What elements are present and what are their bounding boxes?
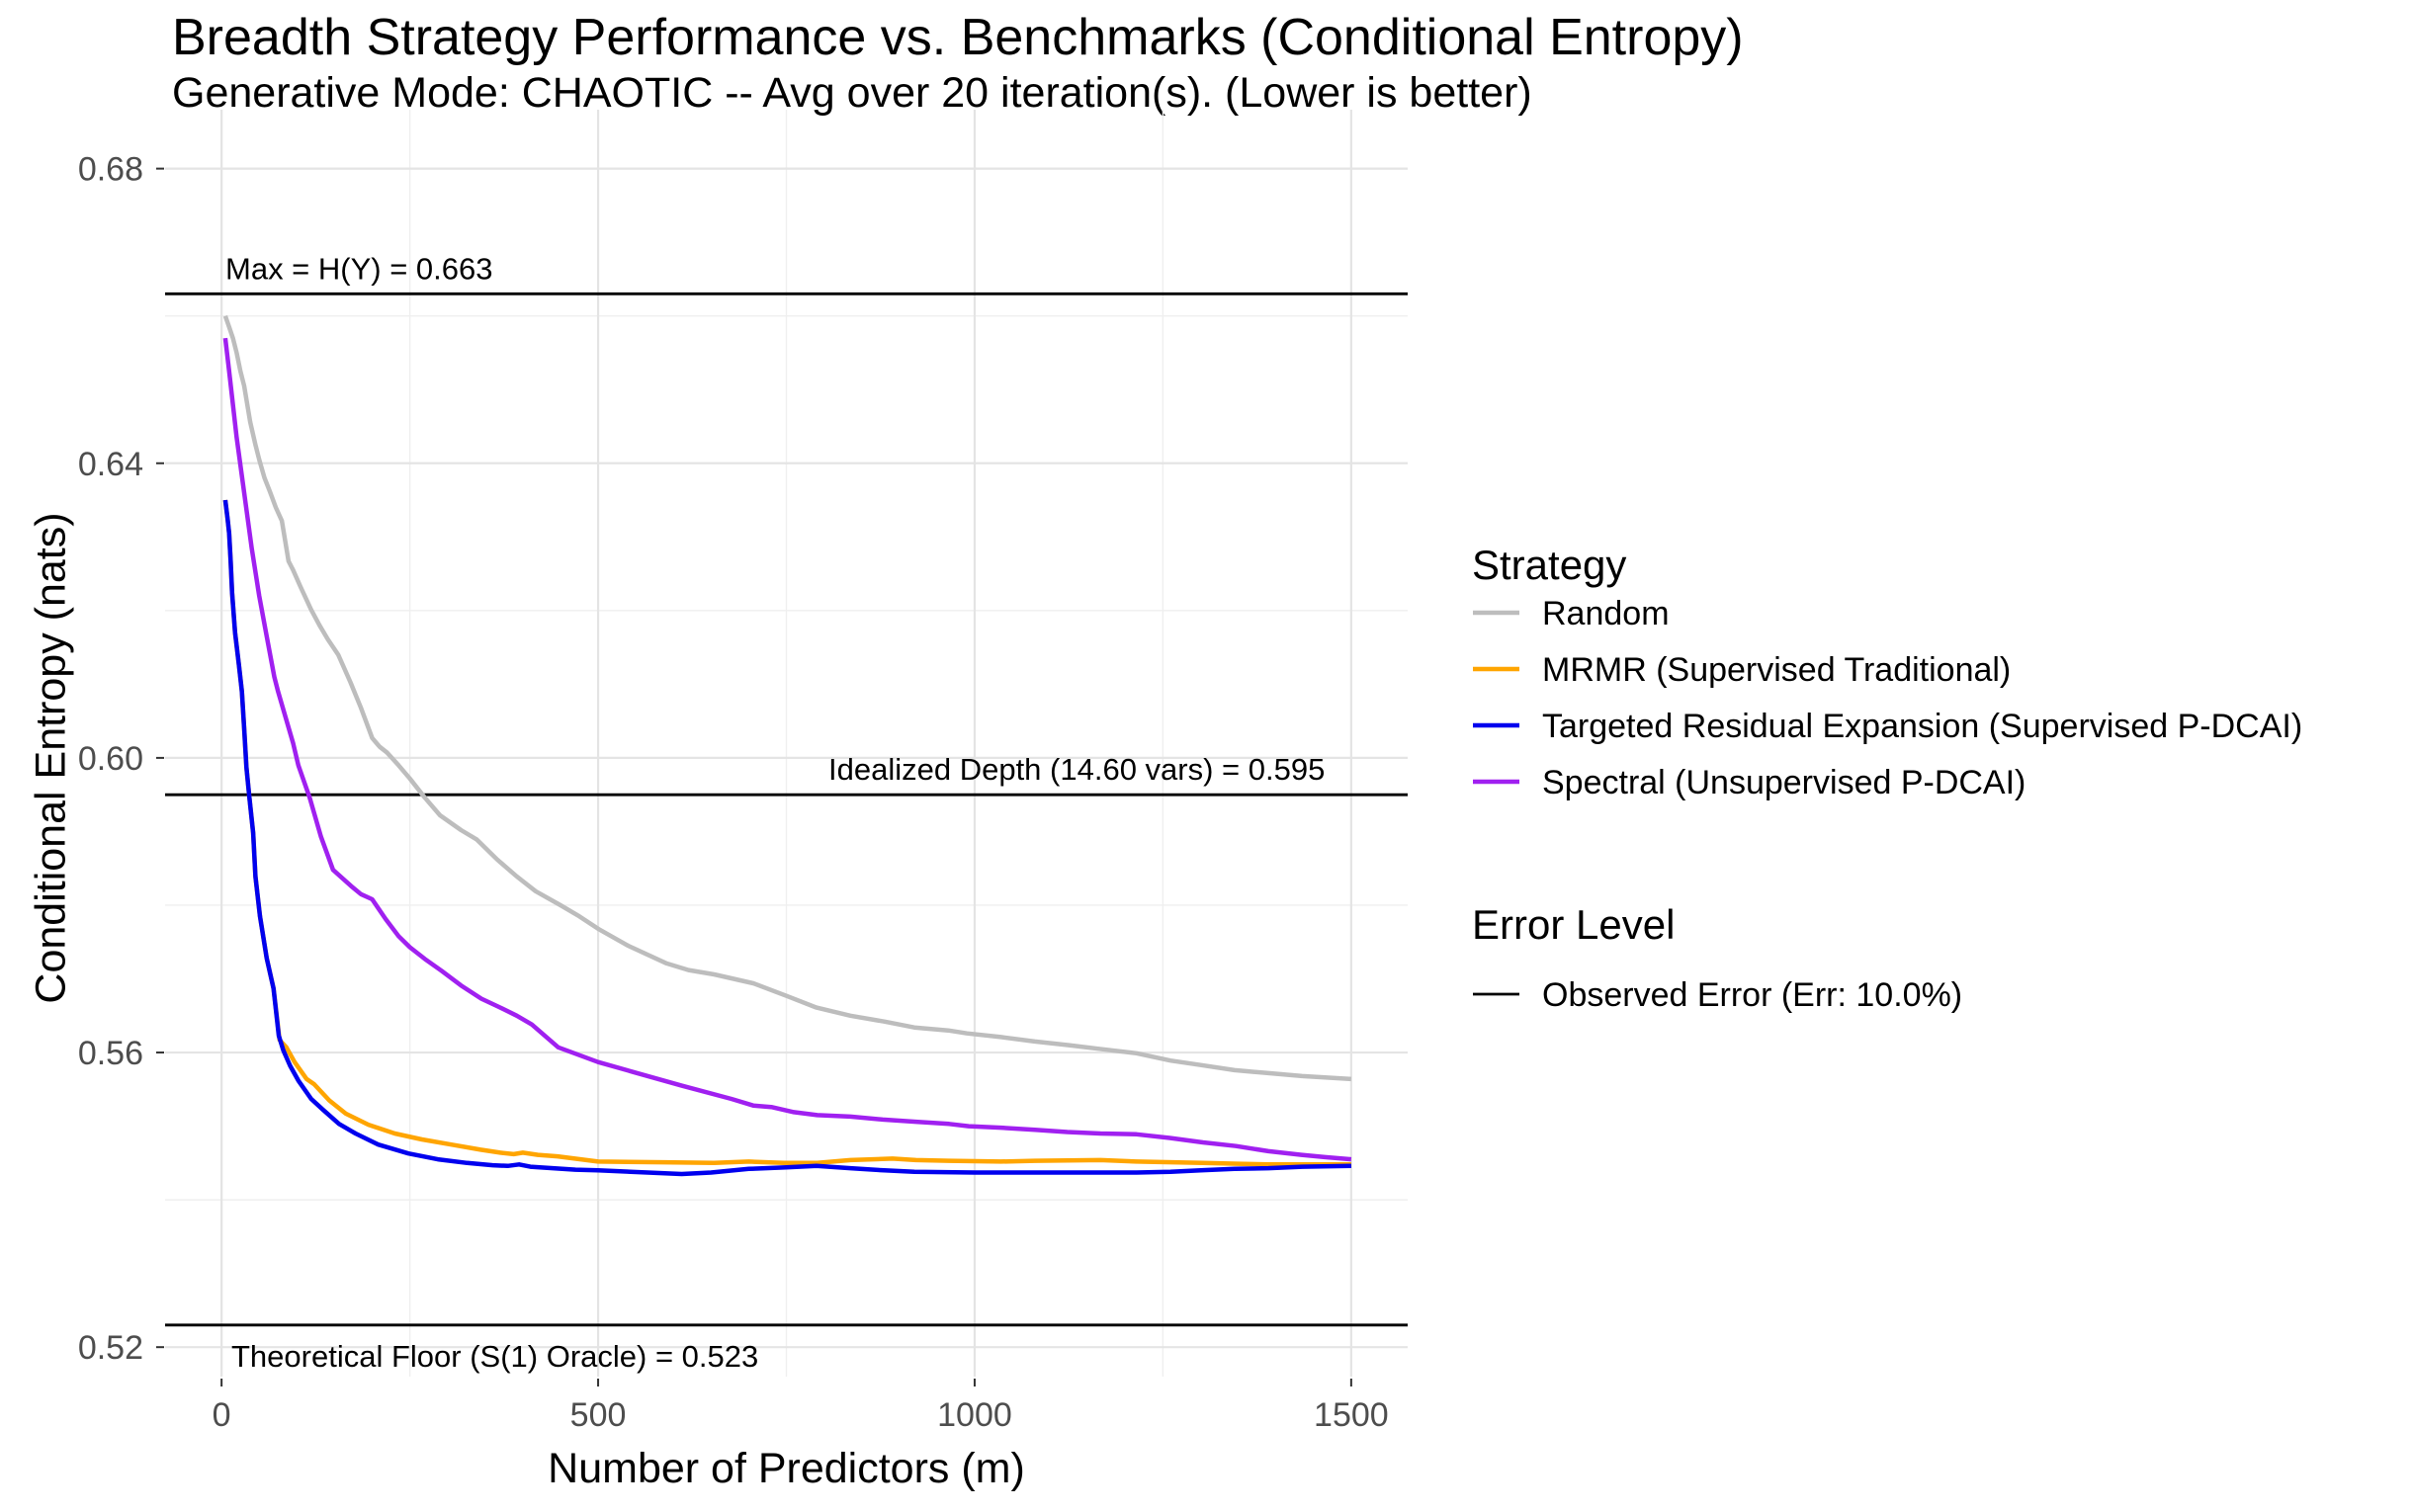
x-tick-label: 1500 (1314, 1396, 1389, 1434)
reference-line-label: Theoretical Floor (S(1) Oracle) = 0.523 (231, 1339, 758, 1374)
reference-line-label: Max = H(Y) = 0.663 (225, 251, 493, 286)
legend-strategy-title: Strategy (1472, 542, 1627, 588)
y-tick-label: 0.68 (78, 151, 143, 189)
chart-title: Breadth Strategy Performance vs. Benchma… (172, 9, 1744, 66)
y-tick-label: 0.52 (78, 1329, 143, 1367)
legend-item-label: Targeted Residual Expansion (Supervised … (1542, 708, 2302, 745)
y-tick-label: 0.56 (78, 1035, 143, 1072)
curve-spectral-unsupervised-p-dcai (222, 337, 1352, 1162)
legend-item-label: Observed Error (Err: 10.0%) (1542, 976, 1962, 1014)
chart-subtitle: Generative Mode: CHAOTIC -- Avg over 20 … (172, 69, 1532, 117)
x-tick-label: 0 (213, 1396, 231, 1434)
x-tick-label: 1000 (937, 1396, 1012, 1434)
y-axis-title: Conditional Entropy (nats) (27, 512, 75, 1004)
x-tick-label: 500 (570, 1396, 627, 1434)
legend-item-label: Spectral (Unsupervised P-DCAI) (1542, 764, 2026, 801)
x-axis-title: Number of Predictors (m) (548, 1445, 1025, 1492)
legend-error-title: Error Level (1472, 901, 1676, 948)
curve-targeted-residual-expansion-supervised-p-dcai (222, 499, 1351, 1177)
curve-random (222, 314, 1352, 1082)
curve-mrmr-supervised-traditional (222, 499, 1351, 1167)
legend-item-label: MRMR (Supervised Traditional) (1542, 651, 2011, 689)
legend-item-label: Random (1542, 595, 1670, 632)
y-tick-label: 0.60 (78, 740, 143, 778)
reference-line-label: Idealized Depth (14.60 vars) = 0.595 (828, 752, 1325, 787)
y-tick-label: 0.64 (78, 446, 143, 483)
